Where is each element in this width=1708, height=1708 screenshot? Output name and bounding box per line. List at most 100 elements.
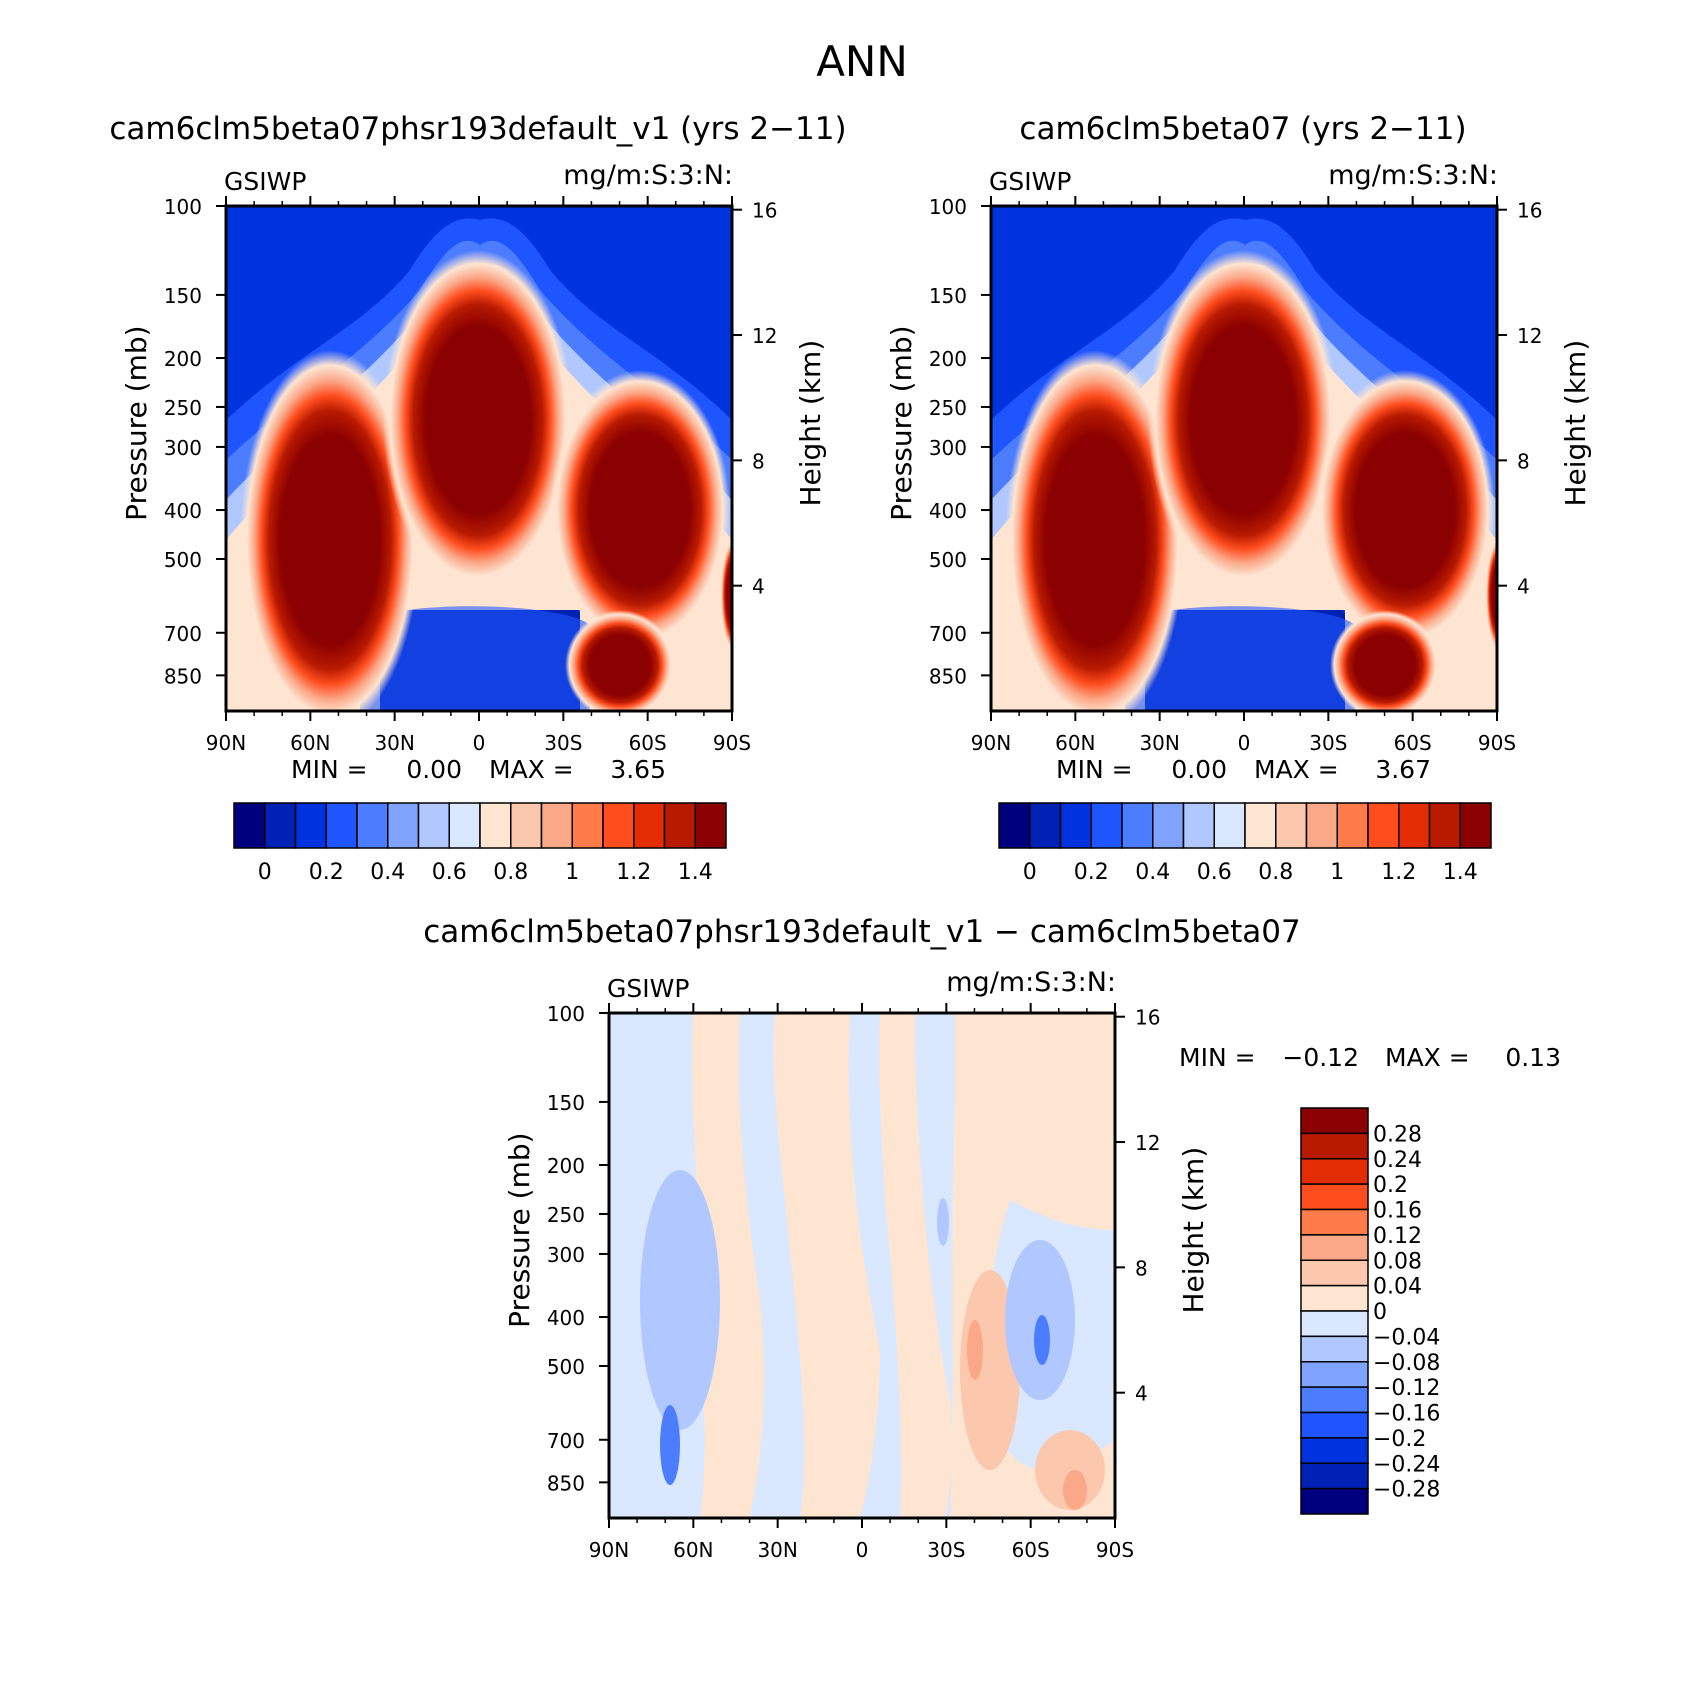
colorbar-swatch (1300, 1411, 1369, 1439)
panel-a-min-label: MIN = (291, 755, 368, 784)
panel-a-y-tick-label: 850 (164, 664, 202, 688)
colorbar-label: 0.2 (309, 860, 344, 885)
panel-c-warm-strip-1 (692, 1013, 765, 1518)
panel-c-warm-sw-peak (1063, 1470, 1087, 1510)
panel-a-y-tick-label: 700 (164, 622, 202, 646)
panel-b-x-tick-label: 0 (1238, 731, 1251, 755)
panel-c-min-value: −0.12 (1282, 1043, 1359, 1072)
colorbar-swatch (1300, 1310, 1369, 1338)
colorbar-swatch (294, 802, 327, 849)
panel-b-y-axis-title: Pressure (mb) (885, 325, 918, 520)
panel-b-blob-east (1315, 370, 1495, 650)
colorbar-swatch (1428, 802, 1461, 849)
colorbar-swatch (663, 802, 696, 849)
colorbar-label: 0.28 (1373, 1122, 1422, 1147)
panel-b-y-tick-label: 200 (929, 347, 967, 371)
colorbar-label: 0.8 (1258, 860, 1293, 885)
panel-b-min-value: 0.00 (1171, 755, 1227, 784)
panel-a-blob-edge (720, 536, 732, 654)
panel-a-max-value: 3.65 (610, 755, 666, 784)
colorbar-swatch (1300, 1462, 1369, 1490)
colorbar-swatch (356, 802, 389, 849)
colorbar-swatch (571, 802, 604, 849)
colorbar-label: 0.2 (1074, 860, 1109, 885)
panel-b-x-tick-label: 60N (1055, 731, 1095, 755)
panel-c-cool-west-core (660, 1405, 680, 1485)
panel-c-units-label: mg/m:S:3:N: (946, 967, 1116, 998)
panel-c-min-label: MIN = (1179, 1043, 1256, 1072)
panel-c-x-tick-label: 60N (673, 1538, 713, 1562)
panel-b-blob-east-low (1330, 610, 1440, 711)
panel-c-warm-east (950, 1013, 1115, 1518)
panel-a-y-tick-label: 100 (164, 195, 202, 219)
colorbar-swatch (1300, 1259, 1369, 1287)
panel-c-y-right-axis-title: Height (km) (1177, 1147, 1210, 1314)
colorbar-label: 1.2 (616, 860, 651, 885)
panel-b-y-tick-label: 300 (929, 436, 967, 460)
panel-b-blob-edge (1485, 536, 1497, 654)
colorbar-swatch (264, 802, 297, 849)
colorbar-swatch (694, 802, 727, 849)
panel-b-title: cam6clm5beta07 (yrs 2−11) (1019, 111, 1466, 147)
colorbar-label: 0.08 (1373, 1249, 1422, 1274)
panel-c-cool-west (640, 1170, 720, 1430)
panel-c-cool-mid (937, 1198, 949, 1246)
panel-b-x-tick-label: 90N (971, 731, 1011, 755)
panel-c-warm-strip-3 (879, 1013, 953, 1518)
panel-a-y-tick-label: 300 (164, 436, 202, 460)
colorbar-c: 0.280.240.20.160.120.080.040−0.04−0.08−0… (1300, 1107, 1440, 1515)
colorbar-swatch (1244, 802, 1277, 849)
colorbar-swatch (1300, 1361, 1369, 1388)
colorbar-label: −0.2 (1373, 1427, 1426, 1452)
colorbar-label: 0 (258, 860, 272, 885)
colorbar-label: 0.6 (432, 860, 467, 885)
colorbar-label: 0.04 (1373, 1275, 1422, 1300)
panel-b-max-label: MAX = (1254, 755, 1339, 784)
panel-c-x-tick-label: 30S (927, 1538, 965, 1562)
panel-a-y-tick-label: 400 (164, 499, 202, 523)
panel-a-y-right-tick-label: 8 (752, 449, 765, 473)
colorbar-label: 0 (1373, 1300, 1387, 1325)
colorbar-label: −0.12 (1373, 1376, 1440, 1401)
colorbar-swatch (540, 802, 573, 849)
panel-b: cam6clm5beta07 (yrs 2−11) GSIWP mg/m:S:3… (885, 111, 1592, 755)
colorbar-swatch (1459, 802, 1492, 849)
panel-c-y-tick-label: 850 (547, 1471, 585, 1495)
colorbar-b: 0 0.2 0.4 0.6 0.8 1 1.2 1.4 (998, 802, 1492, 885)
panel-c-y-right-tick-label: 8 (1135, 1256, 1148, 1280)
colorbar-swatch (1059, 802, 1092, 849)
colorbar-swatch (479, 802, 512, 849)
panel-b-blob-west (1005, 350, 1185, 711)
panel-a: cam6clm5beta07phsr193default_v1 (yrs 2−1… (109, 111, 846, 755)
panel-b-y-tick-label: 700 (929, 622, 967, 646)
colorbar-label: 0 (1023, 860, 1037, 885)
colorbar-swatch (1300, 1335, 1369, 1363)
colorbar-swatch (1121, 802, 1154, 849)
colorbar-label: −0.08 (1373, 1351, 1440, 1376)
panel-c-ticks: 90N 60N 30N 0 30S 60S 90S 100 150 200 250 300 400 500… (503, 1002, 1210, 1562)
panel-a-y-right-tick-label: 4 (752, 575, 765, 599)
colorbar-swatch (1152, 802, 1185, 849)
panel-b-y-right-tick-label: 8 (1517, 449, 1530, 473)
figure-title: ANN (816, 37, 908, 86)
panel-b-y-right-axis-title: Height (km) (1559, 340, 1592, 507)
colorbar-label: 0.2 (1373, 1173, 1408, 1198)
panel-b-y-right-tick-label: 16 (1517, 199, 1542, 223)
panel-b-blob-center (1148, 250, 1338, 590)
panel-b-x-tick-label: 60S (1394, 731, 1432, 755)
colorbar-swatch (1300, 1437, 1369, 1464)
panel-b-y-tick-label: 400 (929, 499, 967, 523)
colorbar-swatch (998, 802, 1031, 849)
panel-a-y-right-axis-title: Height (km) (794, 340, 827, 507)
colorbar-swatch (1029, 802, 1062, 849)
colorbar-swatch (1305, 802, 1338, 849)
panel-c-y-tick-label: 200 (547, 1154, 585, 1178)
panel-a-max-label: MAX = (489, 755, 574, 784)
colorbar-swatch (1182, 802, 1215, 849)
panel-a-y-axis-title: Pressure (mb) (120, 325, 153, 520)
colorbar-swatch (1300, 1487, 1369, 1515)
colorbar-label: −0.28 (1373, 1478, 1440, 1503)
panel-a-x-tick-label: 60S (629, 731, 667, 755)
panel-b-y-tick-label: 250 (929, 396, 967, 420)
